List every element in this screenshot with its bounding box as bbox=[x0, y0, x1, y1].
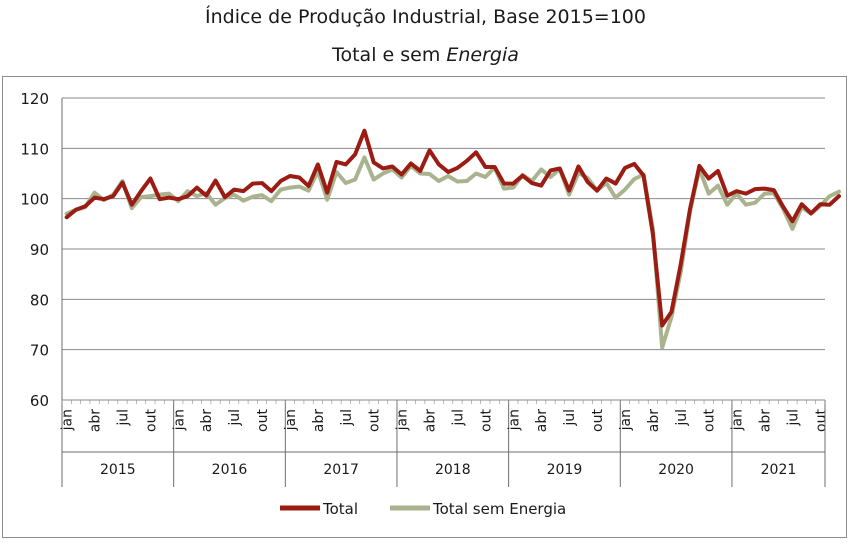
year-label: 2018 bbox=[435, 462, 471, 478]
month-tick-label: abr bbox=[534, 409, 550, 432]
month-tick-label: out bbox=[143, 408, 159, 431]
year-label: 2019 bbox=[547, 462, 583, 478]
year-label: 2021 bbox=[761, 462, 797, 478]
series-lines bbox=[64, 128, 841, 350]
y-tick-label: 110 bbox=[20, 140, 49, 158]
month-tick-label: jan bbox=[506, 409, 522, 431]
month-tick-label: jul bbox=[339, 409, 355, 427]
month-tick-label: jul bbox=[115, 409, 131, 427]
month-tick-label: out bbox=[813, 408, 829, 431]
series-line-total-sem-energia bbox=[64, 155, 841, 350]
month-tick-label: jul bbox=[785, 409, 801, 427]
month-tick-label: jan bbox=[60, 409, 76, 431]
month-tick-label: jul bbox=[562, 409, 578, 427]
year-label: 2016 bbox=[212, 462, 248, 478]
y-tick-label: 90 bbox=[30, 241, 49, 259]
gridlines bbox=[62, 97, 825, 401]
y-tick-label: 60 bbox=[30, 392, 49, 410]
chart-title: Índice de Produção Industrial, Base 2015… bbox=[205, 6, 646, 28]
month-tick-label: out bbox=[702, 408, 718, 431]
month-tick-label: out bbox=[478, 408, 494, 431]
y-tick-label: 120 bbox=[20, 90, 49, 108]
month-tick-label: abr bbox=[646, 409, 662, 432]
chart-subtitle: Total e sem Energia bbox=[0, 44, 851, 66]
month-tick-label: abr bbox=[88, 409, 104, 432]
month-tick-label: out bbox=[367, 408, 383, 431]
month-tick-label: abr bbox=[423, 409, 439, 432]
month-tick-label: out bbox=[590, 408, 606, 431]
month-tick-label: jan bbox=[618, 409, 634, 431]
year-label: 2015 bbox=[100, 462, 136, 478]
month-tick-label: abr bbox=[311, 409, 327, 432]
legend-label: Total bbox=[322, 500, 358, 518]
month-tick-label: jan bbox=[395, 409, 411, 431]
year-label: 2020 bbox=[658, 462, 694, 478]
chart-subtitle-emphasis: Energia bbox=[446, 44, 519, 66]
month-tick-label: jan bbox=[730, 409, 746, 431]
month-tick-label: out bbox=[255, 408, 271, 431]
chart-subtitle-prefix: Total e sem bbox=[332, 44, 447, 66]
month-tick-label: jul bbox=[227, 409, 243, 427]
month-tick-label: jan bbox=[171, 409, 187, 431]
month-tick-label: abr bbox=[758, 409, 774, 432]
month-tick-label: abr bbox=[199, 409, 215, 432]
y-tick-label: 100 bbox=[20, 191, 49, 209]
month-tick-label: jan bbox=[283, 409, 299, 431]
month-tick-label: jul bbox=[450, 409, 466, 427]
legend-label: Total sem Energia bbox=[432, 500, 566, 518]
month-tick-label: jul bbox=[674, 409, 690, 427]
chart-frame bbox=[2, 76, 847, 538]
year-label: 2017 bbox=[323, 462, 359, 478]
series-line-total bbox=[64, 128, 841, 328]
y-axis: 60 70 80 90 100 110 120 bbox=[20, 90, 63, 410]
legend: Total Total sem Energia bbox=[280, 500, 566, 518]
y-tick-label: 70 bbox=[30, 342, 49, 360]
y-tick-label: 80 bbox=[30, 291, 49, 309]
